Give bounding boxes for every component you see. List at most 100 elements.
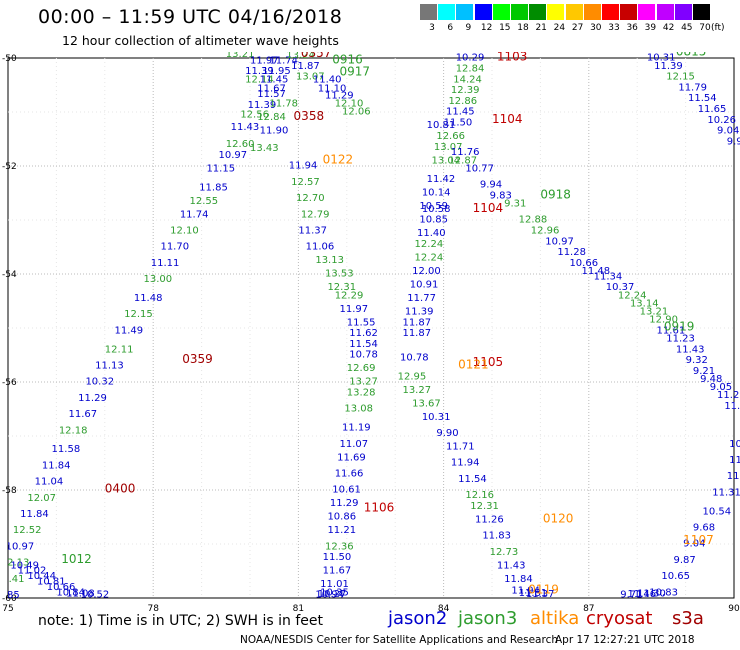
wave-height-value: 9.31 [504, 199, 526, 210]
scale-swatch [656, 4, 674, 20]
wave-height-value: 11.87 [402, 328, 431, 339]
pass-time-label: 0916 [332, 52, 363, 66]
wave-height-value: 11.67 [69, 409, 98, 420]
wave-height-value: 10.32 [85, 377, 114, 388]
wave-height-value: 13.27 [349, 377, 378, 388]
scale-label: 21 [535, 23, 547, 33]
wave-height-value: 10.97 [545, 236, 574, 247]
x-tick-label: 78 [147, 604, 159, 614]
wave-height-value: 11.42 [427, 174, 456, 185]
wave-height-value: 10.91 [410, 280, 439, 291]
scale-label: 30 [590, 23, 602, 33]
pass-time-label: 0358 [294, 109, 325, 123]
wave-height-value: 13.28 [347, 388, 376, 399]
scale-label: 18 [517, 23, 529, 33]
y-tick-label: -60 [2, 594, 17, 604]
wave-height-value: 10.97 [219, 150, 248, 161]
wave-height-value: 9.90 [436, 428, 458, 439]
wave-height-value: 11.29 [330, 498, 359, 509]
pass-time-label: 0122 [323, 152, 354, 166]
y-tick-label: -58 [2, 486, 17, 496]
footer-note: note: 1) Time is in UTC; 2) SWH is in fe… [38, 613, 324, 629]
wave-height-value: 11.87 [402, 317, 431, 328]
wave-height-value: 11.57 [257, 89, 286, 100]
wave-height-value: 10.31 [647, 53, 676, 64]
scale-label: 15 [499, 23, 511, 33]
wave-height-value: 11.48 [582, 266, 611, 277]
wave-height-value: 11.8 [729, 455, 740, 466]
wave-height-value: 11.67 [257, 83, 286, 94]
wave-height-value: 9.97 [727, 136, 740, 147]
wave-height-value: 12.70 [296, 193, 325, 204]
x-tick-label: 84 [438, 604, 450, 614]
scale-swatch [602, 4, 619, 20]
wave-height-value: 13.67 [412, 398, 441, 409]
wave-height-value: 11.66 [335, 469, 364, 480]
wave-height-value: 11.84 [504, 574, 533, 585]
wave-height-value: 9.21 [693, 366, 715, 377]
wave-height-value: 13.21 [226, 49, 255, 60]
wave-height-value: 14.24 [453, 74, 482, 85]
wave-height-value: 10.29 [456, 53, 485, 64]
y-tick-label: -54 [2, 270, 17, 280]
scale-swatch [620, 4, 638, 20]
wave-height-value: 12.60 [226, 139, 255, 150]
wave-height-value: 11.43 [676, 344, 705, 355]
wave-height-value: 10.49 [10, 560, 39, 571]
pass-time-label: 1012 [61, 552, 92, 566]
wave-height-value: 9.48 [700, 374, 722, 385]
wave-height-value: 12.24 [618, 290, 647, 301]
pass-time-label: 0400 [105, 482, 136, 496]
scale-swatch [693, 4, 710, 20]
wave-height-value: 10.26 [707, 115, 736, 126]
wave-height-value: 11.39 [248, 100, 277, 111]
scale-label: 12 [480, 23, 493, 33]
chart-title: 00:00 – 11:59 UTC 04/16/2018 [38, 6, 343, 28]
wave-height-value: 10.27 [318, 589, 347, 600]
wave-height-value: 10.59 [419, 201, 448, 212]
wave-height-value: 10.94 [315, 589, 344, 600]
wave-height-value: 11.40 [313, 74, 342, 85]
wave-height-value: 12.06 [342, 107, 371, 118]
wave-height-value: 11.26 [475, 514, 504, 525]
wave-height-value: 12.56 [240, 109, 269, 120]
wave-height-value: 12.13 [1, 558, 30, 569]
wave-height-value: 12.39 [451, 85, 480, 96]
pass-time-label: 0359 [182, 352, 213, 366]
wave-height-value: 11.29 [325, 91, 354, 102]
wave-height-value: 13.07 [296, 72, 325, 83]
wave-height-value: 11.87 [291, 61, 320, 72]
wave-height-value: 11.30 [637, 588, 666, 599]
wave-height-value: 9.87 [674, 555, 696, 566]
wave-height-value: 11.77 [407, 293, 436, 304]
scale-label: 6 [447, 23, 454, 33]
wave-height-value: 11.25 [717, 390, 740, 401]
wave-height-value: 10.37 [606, 282, 635, 293]
wave-height-value: 11.97 [340, 304, 369, 315]
wave-height-value: 11.62 [349, 328, 378, 339]
wave-height-value: 11.6 [724, 401, 740, 412]
wave-height-value: 12.52 [13, 525, 42, 536]
legend-altika: altika [530, 608, 580, 629]
wave-height-value: 11.39 [405, 307, 434, 318]
wave-height-value: 12.00 [412, 266, 441, 277]
wave-height-value: 11.45 [260, 74, 289, 85]
wave-height-value: 12.15 [124, 309, 153, 320]
wave-height-value: 12.88 [519, 215, 548, 226]
y-tick-label: -56 [2, 378, 17, 388]
wave-height-value: 12.96 [531, 226, 560, 237]
wave-height-value: 10.52 [81, 589, 110, 600]
wave-height-value: 10.61 [332, 485, 361, 496]
wave-height-value: 11.71 [446, 442, 475, 453]
wave-height-value: 13.53 [325, 269, 354, 280]
wave-height-value: 12.57 [291, 177, 320, 188]
wave-height-value: 10.66 [47, 582, 76, 593]
pass-time-label: 1106 [364, 501, 395, 515]
wave-height-value: 12.41 [0, 574, 25, 585]
scale-swatch [565, 4, 583, 20]
scale-swatch [511, 4, 528, 20]
wave-height-value: 13.07 [434, 142, 463, 153]
scale-label: 36 [626, 23, 638, 33]
wave-height-value: 12.07 [27, 493, 56, 504]
wave-height-value: 11.78 [269, 99, 298, 110]
